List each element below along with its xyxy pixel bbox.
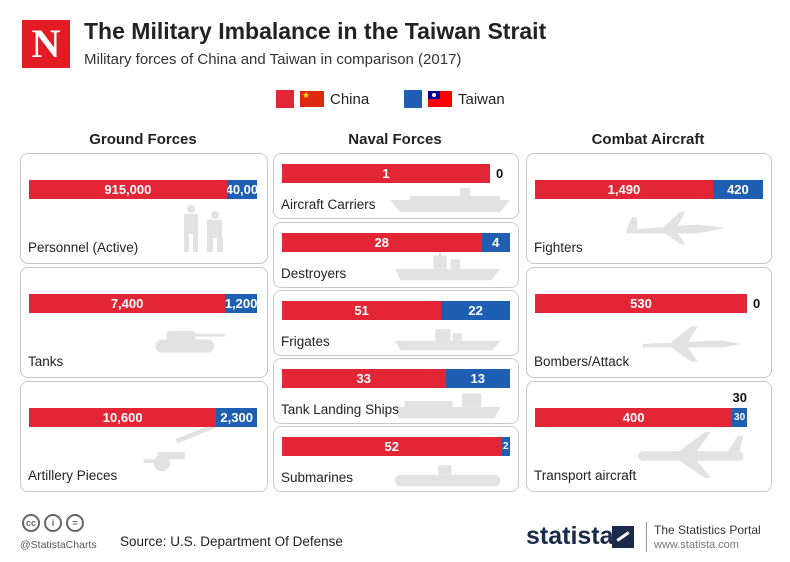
category-label: Artillery Pieces	[28, 468, 118, 483]
bar-segment-taiwan: 1,200	[225, 294, 257, 313]
source-text: Source: U.S. Department Of Defense	[120, 534, 343, 549]
artillery-icon	[143, 424, 229, 472]
bar-segment-china: 530	[535, 294, 747, 313]
bar-segment-china: 51	[282, 301, 442, 320]
landing-ship-icon	[395, 393, 501, 419]
card-aircraft-carriers: 1 0 Aircraft Carriers	[273, 153, 519, 219]
transport-plane-icon	[638, 432, 744, 478]
bar-bombers-attack: 530	[535, 294, 747, 313]
tank-icon	[155, 330, 225, 353]
bar-submarines: 52 2	[282, 437, 510, 456]
bar-segment-china: 10,600	[29, 408, 217, 427]
bar-segment-china: 33	[282, 369, 446, 388]
frigate-icon	[395, 329, 501, 351]
category-label: Fighters	[534, 240, 583, 255]
nd-icon: =	[66, 514, 84, 532]
by-icon: i	[44, 514, 62, 532]
column-header-air: Combat Aircraft	[591, 131, 705, 148]
column-header-naval: Naval Forces	[348, 131, 442, 148]
bar-artillery-pieces: 10,600 2,300	[29, 408, 257, 427]
soldiers-icon	[184, 205, 223, 252]
legend-china-label: China	[330, 90, 370, 108]
bar-segment-china: 1,490	[535, 180, 713, 199]
china-swatch	[276, 90, 294, 108]
bar-segment-taiwan: 13	[445, 369, 510, 388]
submarine-icon	[395, 465, 501, 487]
taiwan-flag-icon	[428, 91, 452, 107]
bar-personnel-active: 915,000140,000	[29, 180, 257, 199]
legend-taiwan: Taiwan	[404, 90, 505, 108]
bar-aircraft-carriers: 1	[282, 164, 490, 183]
category-label: Aircraft Carriers	[281, 197, 376, 212]
taiwan-value-label: 0	[496, 166, 504, 181]
bar-fighters: 1,490 420	[535, 180, 763, 199]
bar-segment-taiwan: 4	[481, 233, 510, 252]
card-transport-aircraft: 400 30 30 Transport aircraft	[526, 381, 772, 492]
card-personnel-active: 915,000140,000 Personnel (Active)	[20, 153, 268, 264]
statista-handle: @StatistaCharts	[20, 539, 97, 551]
fighter-jet-icon	[626, 211, 725, 245]
bar-segment-taiwan: 22	[441, 301, 510, 320]
bar-destroyers: 28 4	[282, 233, 510, 252]
card-artillery-pieces: 10,600 2,300 Artillery Pieces	[20, 381, 268, 492]
bar-segment-taiwan: 140,000	[226, 180, 257, 199]
bar-segment-china: 28	[282, 233, 482, 252]
bar-segment-china: 915,000	[29, 180, 227, 199]
statista-portal-label: The Statistics Portal	[654, 523, 761, 537]
bar-segment-taiwan: 2,300	[216, 408, 257, 427]
china-flag-icon	[300, 90, 324, 107]
cc-icon: cc	[22, 514, 40, 532]
bar-frigates: 51 22	[282, 301, 510, 320]
category-label: Tanks	[28, 354, 64, 369]
category-label: Tank Landing Ships	[281, 402, 399, 417]
taiwan-value-label: 0	[753, 296, 761, 311]
bomber-icon	[642, 326, 741, 362]
carrier-icon	[390, 188, 510, 212]
bar-transport-aircraft: 400 30	[535, 408, 747, 427]
card-fighters: 1,490 420 Fighters	[526, 153, 772, 264]
bar-tank-landing-ships: 33 13	[282, 369, 510, 388]
bar-segment-taiwan: 30	[732, 408, 747, 427]
card-tank-landing-ships: 33 13 Tank Landing Ships	[273, 358, 519, 424]
statista-logo-icon	[612, 526, 634, 548]
license-icons: cc i =	[22, 514, 84, 532]
category-label: Submarines	[281, 470, 354, 485]
card-submarines: 52 2 Submarines	[273, 426, 519, 492]
column-header-ground: Ground Forces	[89, 131, 197, 148]
taiwan-value-label: 30	[732, 390, 747, 405]
card-bombers-attack: 530 0 Bombers/Attack	[526, 267, 772, 378]
category-label: Personnel (Active)	[28, 240, 139, 255]
statista-brand[interactable]: statista	[526, 522, 614, 550]
category-label: Destroyers	[281, 266, 347, 281]
category-label: Bombers/Attack	[534, 354, 630, 369]
bar-segment-china: 400	[535, 408, 733, 427]
newsweek-logo: N	[22, 20, 70, 68]
taiwan-swatch	[404, 90, 422, 108]
card-destroyers: 28 4 Destroyers	[273, 222, 519, 288]
category-label: Frigates	[281, 334, 330, 349]
category-label: Transport aircraft	[534, 468, 637, 483]
legend-china: China	[276, 90, 369, 108]
statista-url[interactable]: www.statista.com	[654, 539, 739, 551]
footer-divider	[646, 522, 647, 552]
chart-subtitle: Military forces of China and Taiwan in c…	[84, 51, 462, 68]
bar-segment-taiwan: 2	[501, 437, 510, 456]
bar-segment-taiwan: 420	[712, 180, 763, 199]
chart-title: The Military Imbalance in the Taiwan Str…	[84, 18, 547, 44]
card-tanks: 7,400 1,200 Tanks	[20, 267, 268, 378]
bar-segment-china: 7,400	[29, 294, 226, 313]
bar-segment-china: 52	[282, 437, 502, 456]
bar-segment-china: 1	[282, 164, 490, 183]
legend-taiwan-label: Taiwan	[458, 90, 505, 108]
destroyer-icon	[395, 249, 501, 281]
card-frigates: 51 22 Frigates	[273, 290, 519, 356]
bar-tanks: 7,400 1,200	[29, 294, 257, 313]
